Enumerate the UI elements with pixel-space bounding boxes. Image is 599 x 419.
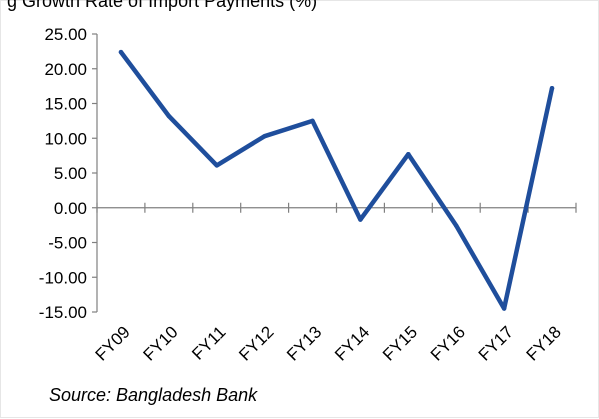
y-tick-label: 15.00 xyxy=(44,95,87,114)
series-line xyxy=(118,49,555,311)
y-tick-label: -10.00 xyxy=(39,268,87,287)
x-tick-label: FY17 xyxy=(475,322,517,364)
x-tick-label: FY11 xyxy=(188,322,229,363)
data-point xyxy=(310,118,315,124)
data-point xyxy=(454,223,459,229)
y-tick-label: 5.00 xyxy=(54,164,87,183)
x-tick-label: FY18 xyxy=(523,322,565,364)
x-tick-label: FY14 xyxy=(331,322,373,364)
data-point xyxy=(358,217,363,222)
data-point xyxy=(166,113,172,119)
data-point xyxy=(262,133,267,139)
y-tick-label: -15.00 xyxy=(39,303,87,322)
x-tick-label: FY16 xyxy=(427,322,469,364)
data-point xyxy=(214,163,219,168)
y-tick-label: 0.00 xyxy=(54,199,87,218)
chart-title-partial: g Growth Rate of Import Payments (%) xyxy=(7,0,318,11)
x-tick-label: FY13 xyxy=(283,322,325,364)
data-point xyxy=(549,86,555,91)
y-tick-label: 20.00 xyxy=(44,60,87,79)
data-point xyxy=(118,49,124,55)
x-tick-label: FY09 xyxy=(92,322,134,364)
x-tick-label: FY10 xyxy=(140,322,182,364)
y-tick-label: 10.00 xyxy=(44,129,87,148)
x-tick-label: FY15 xyxy=(379,322,421,364)
y-tick-label: -5.00 xyxy=(48,234,87,253)
data-point xyxy=(406,152,411,157)
y-tick-label: 25.00 xyxy=(44,25,87,44)
x-tick-label: FY12 xyxy=(235,322,277,364)
source-note: Source: Bangladesh Bank xyxy=(49,385,258,405)
data-point xyxy=(501,306,507,311)
